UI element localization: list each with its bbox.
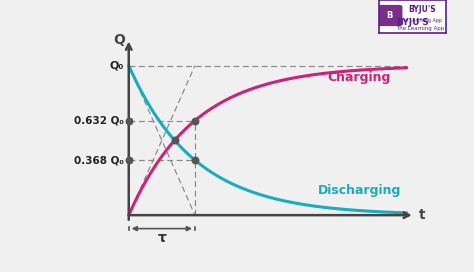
Text: 0.368 Q₀: 0.368 Q₀ [73,155,123,165]
Text: t: t [419,208,425,222]
FancyBboxPatch shape [377,5,402,26]
Text: BYJU'S: BYJU'S [409,5,436,14]
Point [125,118,133,123]
Text: The Learning App: The Learning App [399,18,442,23]
Text: Q: Q [113,33,125,47]
Text: Charging: Charging [328,70,391,84]
Text: BYJU'S: BYJU'S [396,18,428,27]
Text: 0.632 Q₀: 0.632 Q₀ [73,116,123,126]
Text: τ: τ [157,231,166,245]
Text: Discharging: Discharging [318,184,401,197]
Point [125,158,133,162]
Text: Q₀: Q₀ [109,61,123,70]
Point [171,138,178,143]
Text: B: B [387,11,393,20]
Point [191,158,199,162]
Point [191,118,199,123]
Text: The Learning App: The Learning App [396,26,444,31]
